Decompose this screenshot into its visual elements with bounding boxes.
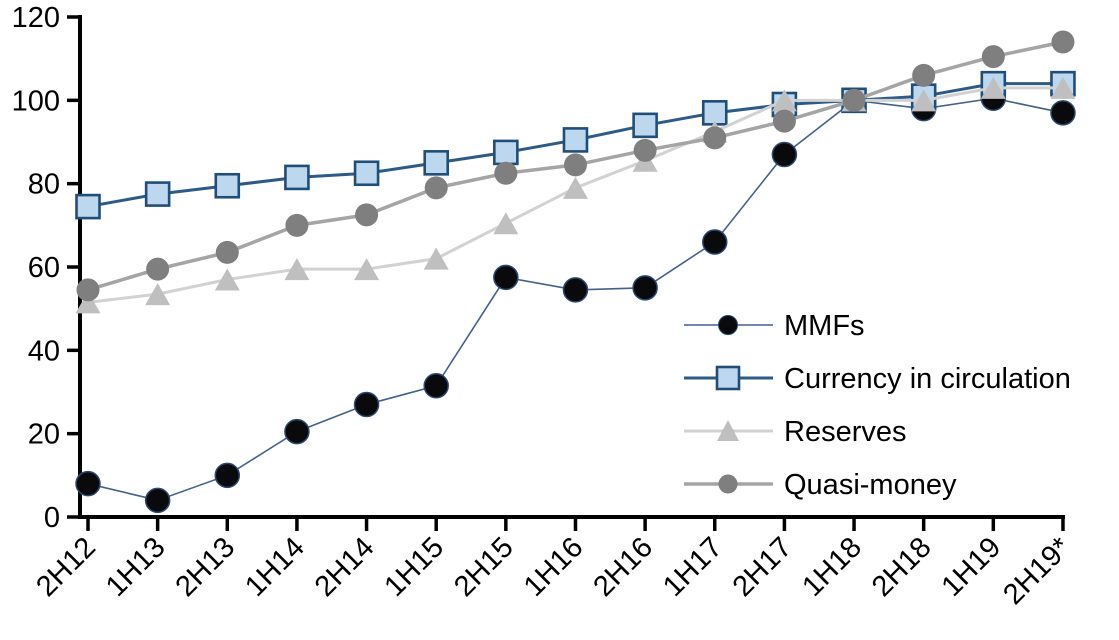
y-tick-label: 60 — [28, 252, 60, 284]
data-point — [703, 126, 727, 150]
data-point — [284, 164, 310, 191]
data-point — [494, 161, 518, 185]
data-point — [842, 88, 866, 112]
data-point — [284, 258, 310, 281]
x-tick-label: 2H16 — [587, 531, 659, 603]
y-tick-label: 100 — [12, 85, 60, 117]
data-point — [353, 391, 380, 418]
data-point — [1050, 76, 1076, 99]
data-point — [214, 172, 241, 199]
data-point — [144, 487, 171, 514]
data-point — [423, 247, 449, 270]
data-point — [632, 275, 658, 301]
data-point — [1051, 30, 1075, 54]
data-point — [980, 76, 1006, 99]
data-point — [493, 139, 519, 166]
x-tick-label: 1H15 — [378, 531, 450, 603]
x-tick-label: 1H13 — [100, 531, 172, 603]
y-tick-label: 20 — [28, 419, 60, 451]
y-tick-label: 80 — [28, 169, 60, 201]
data-point — [144, 181, 171, 207]
legend-item-currency: Currency in circulation — [684, 363, 1071, 395]
legend-label-reserves: Reserves — [784, 416, 907, 448]
data-point — [633, 138, 657, 162]
legend-item-reserves: Reserves — [684, 416, 907, 448]
data-point — [771, 89, 797, 112]
data-point — [493, 212, 519, 235]
data-point — [355, 203, 379, 227]
data-point — [145, 283, 171, 306]
x-tick-label: 2H14 — [309, 531, 381, 603]
legend-label-quasi-money: Quasi-money — [784, 469, 957, 501]
series-reserves — [75, 76, 1076, 314]
data-point — [702, 229, 728, 255]
x-tick-label: 2H15 — [448, 531, 520, 603]
data-point — [353, 160, 380, 187]
data-point — [771, 141, 798, 168]
y-tick-label: 40 — [28, 335, 60, 367]
data-point — [75, 291, 101, 314]
data-point — [423, 373, 449, 399]
data-point — [75, 470, 101, 497]
data-point — [423, 150, 450, 176]
x-tick-label: 1H16 — [518, 531, 590, 603]
legend-item-quasi-money: Quasi-money — [684, 469, 957, 501]
legend-label-currency: Currency in circulation — [784, 363, 1071, 395]
data-point — [912, 63, 936, 87]
data-point — [424, 176, 448, 200]
data-point — [772, 109, 796, 133]
y-tick-label: 120 — [12, 2, 60, 34]
data-point — [632, 112, 658, 139]
x-tick-label: 2H17 — [727, 531, 799, 603]
data-point — [562, 176, 588, 199]
x-tick-label: 2H13 — [170, 531, 242, 603]
x-tick-label: 1H19 — [936, 531, 1008, 603]
data-point — [354, 258, 380, 281]
x-tick-label: 2H18 — [866, 531, 938, 603]
x-tick-label: 2H19* — [997, 531, 1077, 611]
data-point — [911, 89, 937, 112]
y-axis: 0 20 40 60 80 100 120 — [12, 2, 82, 534]
data-point — [284, 418, 310, 445]
data-point — [215, 240, 239, 264]
x-axis: 2H121H132H131H142H141H152H151H162H161H17… — [30, 515, 1077, 611]
x-tick-label: 2H12 — [30, 531, 102, 603]
legend-item-mmfs: MMFs — [684, 310, 865, 342]
data-point — [285, 213, 309, 237]
data-point — [562, 127, 589, 153]
data-point — [214, 462, 241, 489]
data-point — [75, 193, 101, 220]
series-group — [75, 30, 1076, 514]
data-point — [562, 277, 589, 303]
legend-marker-quasi-money-circle-icon — [718, 474, 738, 494]
data-point — [563, 153, 587, 177]
x-tick-label: 1H14 — [239, 531, 311, 603]
data-point — [76, 278, 100, 302]
x-tick-label: 1H18 — [796, 531, 868, 603]
legend-marker-currency-square-icon — [715, 365, 741, 391]
legend-label-mmfs: MMFs — [784, 310, 865, 342]
x-tick-label: 1H17 — [657, 531, 729, 603]
legend: MMFs Currency in circulation Reserves Qu… — [684, 310, 1071, 501]
data-point — [146, 257, 170, 281]
y-tick-label: 0 — [44, 502, 60, 534]
legend-marker-mmfs-circle-icon — [718, 315, 738, 335]
series-mmfs — [75, 85, 1076, 514]
data-point — [981, 45, 1005, 69]
data-point — [493, 264, 519, 291]
series-quasi-money — [76, 30, 1075, 302]
legend-marker-reserves-triangle-icon — [717, 420, 739, 441]
data-point — [214, 268, 240, 291]
data-point — [1050, 100, 1076, 126]
